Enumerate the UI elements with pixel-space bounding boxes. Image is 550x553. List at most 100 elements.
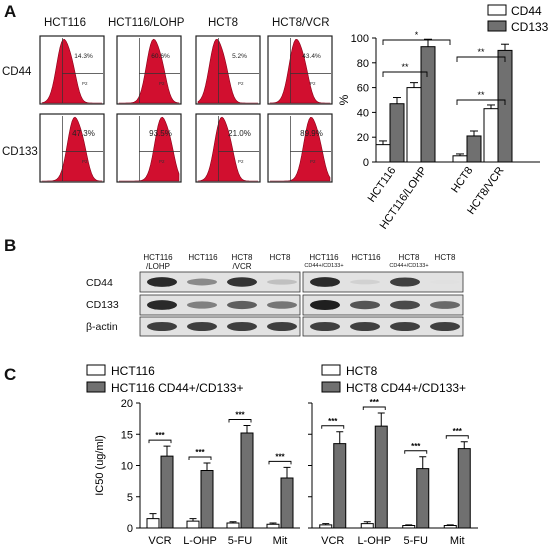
bar	[266, 523, 280, 529]
y-tick-label: 0	[127, 523, 133, 535]
significance-mark: **	[477, 90, 485, 100]
flow-histogram	[119, 116, 180, 182]
bar	[360, 523, 374, 529]
significance-mark: ***	[370, 398, 380, 407]
y-tick-label: 0	[363, 157, 369, 169]
significance-mark: **	[401, 62, 409, 72]
x-tick-label: Mit	[450, 535, 465, 547]
wb-marker-label: CD44	[86, 277, 113, 289]
blot-strip	[302, 294, 464, 316]
blot-band	[430, 279, 460, 285]
blot-strip	[139, 316, 301, 337]
significance-bracket	[382, 71, 428, 77]
blot-band	[390, 277, 420, 287]
flow-column-label: HCT8	[208, 17, 239, 29]
legend-label: HCT8 CD44+/CD133+	[346, 381, 466, 395]
wb-lane-label: HCT116 CD44+/CD133+	[304, 253, 344, 269]
legend-swatch	[487, 20, 507, 32]
flow-row-label: CD133	[2, 146, 38, 158]
bar	[374, 425, 388, 529]
blot-band	[187, 321, 217, 332]
significance-bracket	[148, 439, 172, 444]
significance-bracket	[456, 56, 506, 62]
blot-band	[430, 301, 460, 309]
wb-lane-label: HCT8	[269, 253, 291, 262]
bar	[416, 468, 430, 529]
wb-lane-label: HCT8/VCR	[231, 253, 253, 271]
blot-band	[267, 301, 297, 309]
blot-band	[267, 321, 297, 332]
flow-histogram	[269, 38, 330, 104]
flow-histogram	[119, 38, 180, 104]
flow-percentage: 43.4%	[302, 53, 321, 60]
flow-percentage: 21.0%	[228, 129, 251, 138]
bar	[443, 525, 457, 529]
gate-label: P2	[82, 159, 88, 164]
flow-percentage: 93.5%	[149, 129, 172, 138]
wb-lane-label: HCT116/LOHP	[143, 253, 173, 271]
panel-label-a: A	[4, 2, 17, 21]
panel-label-b: B	[4, 236, 17, 255]
flow-percentage: 60.6%	[151, 53, 170, 60]
western-blot	[139, 271, 464, 337]
blot-band	[267, 279, 297, 285]
bar	[186, 520, 200, 529]
y-tick-label: 100	[351, 33, 369, 45]
flow-percentage: 47.3%	[72, 129, 95, 138]
y-axis-title: IC50 (ug/ml)	[94, 435, 106, 496]
blot-band	[390, 321, 420, 332]
significance-mark: ***	[155, 431, 165, 440]
x-tick-label: 5-FU	[228, 535, 253, 547]
bar	[280, 477, 294, 529]
blot-band	[350, 321, 380, 332]
flow-column-label: HCT8/VCR	[272, 17, 330, 29]
significance-bracket	[228, 419, 252, 423]
x-tick-label: L-OHP	[357, 535, 391, 547]
gate-label: P2	[238, 81, 244, 86]
gate-label: P2	[159, 159, 165, 164]
wb-marker-label: CD133	[86, 299, 119, 311]
blot-strip	[139, 294, 301, 316]
bar	[200, 470, 214, 529]
legend-label: HCT116 CD44+/CD133+	[111, 381, 244, 395]
flow-percentage: 89.9%	[300, 129, 323, 138]
y-tick-label: 15	[121, 429, 133, 441]
y-tick-label: 40	[357, 107, 369, 119]
flow-histogram	[41, 38, 102, 104]
x-tick-label: 5-FU	[404, 535, 429, 547]
ic50-charts: 0 5 10 15 20 IC50 (ug/ml) *** VCR *** L-OHP *** 5-F…	[86, 364, 478, 547]
significance-mark: *	[415, 30, 419, 40]
wb-lane-label: HCT8	[434, 253, 456, 262]
x-tick-label: Mit	[273, 535, 288, 547]
significance-mark: ***	[453, 427, 463, 436]
gate-label: P2	[238, 159, 244, 164]
blot-band	[310, 277, 340, 287]
legend-swatch	[321, 381, 341, 393]
blot-band	[430, 321, 460, 332]
significance-bracket	[445, 435, 469, 439]
y-tick-label: 80	[357, 58, 369, 70]
bar	[457, 448, 471, 529]
blot-strip	[302, 271, 464, 293]
wb-lane-label: HCT8 CD44+/CD133+	[389, 253, 429, 269]
flow-column-label: HCT116/LOHP	[108, 17, 185, 29]
blot-band	[390, 300, 420, 310]
bar	[319, 524, 333, 529]
legend-swatch	[487, 4, 507, 16]
gate-label: P2	[310, 159, 316, 164]
bar	[402, 525, 416, 529]
y-tick-label: 20	[357, 132, 369, 144]
y-axis-title: %	[337, 94, 351, 105]
significance-mark: ***	[328, 417, 338, 426]
flow-histogram	[41, 116, 103, 182]
x-tick-label: L-OHP	[183, 535, 217, 547]
significance-bracket	[268, 460, 292, 465]
panel-label-c: C	[4, 365, 17, 384]
legend-swatch	[86, 364, 106, 376]
significance-mark: **	[477, 47, 485, 57]
blot-band	[310, 321, 340, 332]
blot-band	[350, 279, 380, 285]
bar	[160, 455, 174, 529]
y-tick-label: 60	[357, 83, 369, 95]
blot-band	[227, 277, 257, 287]
